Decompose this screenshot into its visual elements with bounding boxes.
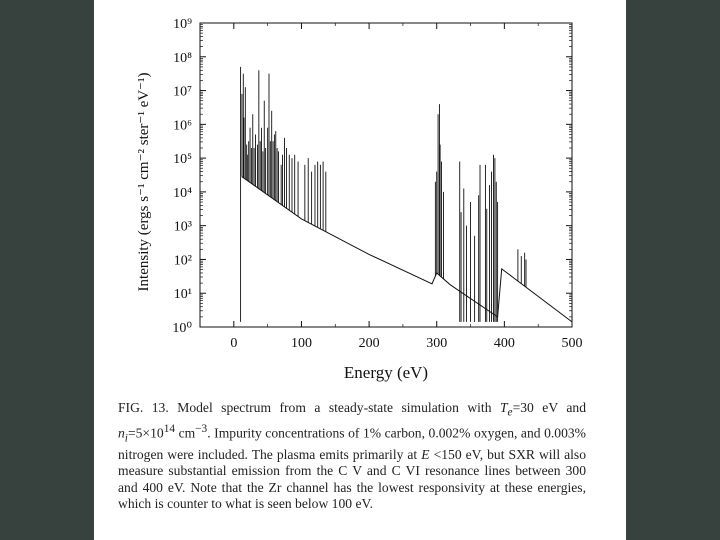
continuum-line [241, 176, 573, 323]
y-tick-label: 10⁶ [173, 118, 192, 133]
y-tick-label: 10⁹ [173, 17, 192, 32]
y-tick-label: 10¹ [174, 287, 192, 302]
x-tick-label: 500 [562, 336, 583, 351]
ni-unit: cm [178, 425, 196, 441]
x-tick-label: 0 [230, 336, 237, 351]
e-symbol: E [421, 446, 430, 462]
x-tick-label: 100 [291, 336, 312, 351]
x-axis-label: Energy (eV) [344, 363, 428, 382]
ni-unit-exponent: −3 [195, 423, 208, 436]
ni-symbol: n [118, 425, 125, 441]
figure-label: FIG. 13. [118, 400, 169, 415]
spectrum-series [240, 66, 573, 323]
y-tick-label: 10⁵ [173, 152, 192, 167]
x-tick-label: 200 [359, 336, 380, 351]
te-symbol: T [499, 400, 508, 415]
spectrum-chart: 10⁰ 10¹ 10² 10³ 10⁴ 10⁵ 10⁶ 10⁷ 10⁸ 10⁹ 0 100 200 30… [136, 17, 583, 382]
ni-value: =5×10 [127, 425, 164, 441]
caption-text-1: Model spectrum from a steady-state simul… [177, 400, 492, 415]
caption-text-3: <150 eV, but SXR will also measure subst… [118, 446, 587, 511]
y-axis: 10⁰ 10¹ 10² 10³ 10⁴ 10⁵ 10⁶ 10⁷ 10⁸ 10⁹ [172, 17, 572, 336]
caption-and: and [566, 400, 586, 415]
te-subscript: e [507, 406, 513, 419]
plot-frame [199, 22, 573, 328]
y-tick-label: 10³ [174, 220, 192, 235]
y-axis-label: Intensity (ergs s⁻¹ cm⁻² ster⁻¹ eV⁻¹) [136, 73, 152, 292]
x-tick-label: 400 [494, 336, 515, 351]
y-tick-label: 10² [174, 253, 192, 268]
y-tick-label: 10⁸ [173, 51, 192, 66]
y-tick-label: 10⁰ [172, 321, 192, 336]
te-value: =30 eV [512, 400, 558, 415]
x-tick-label: 300 [426, 336, 447, 351]
caption-text-2: . Impurity concentrations of 1% carbon, … [118, 425, 586, 462]
left-margin [0, 0, 94, 540]
y-tick-label: 10⁴ [173, 186, 192, 201]
ni-subscript: i [124, 432, 128, 445]
x-axis: 0 100 200 300 400 500 [199, 23, 583, 351]
figure-panel [94, 0, 626, 540]
right-margin [626, 0, 720, 540]
plot-area [199, 22, 573, 328]
y-tick-label: 10⁷ [173, 85, 192, 100]
figure-caption: FIG. 13. Model spectrum from a steady-st… [118, 400, 586, 512]
ni-exponent: 14 [163, 423, 176, 436]
